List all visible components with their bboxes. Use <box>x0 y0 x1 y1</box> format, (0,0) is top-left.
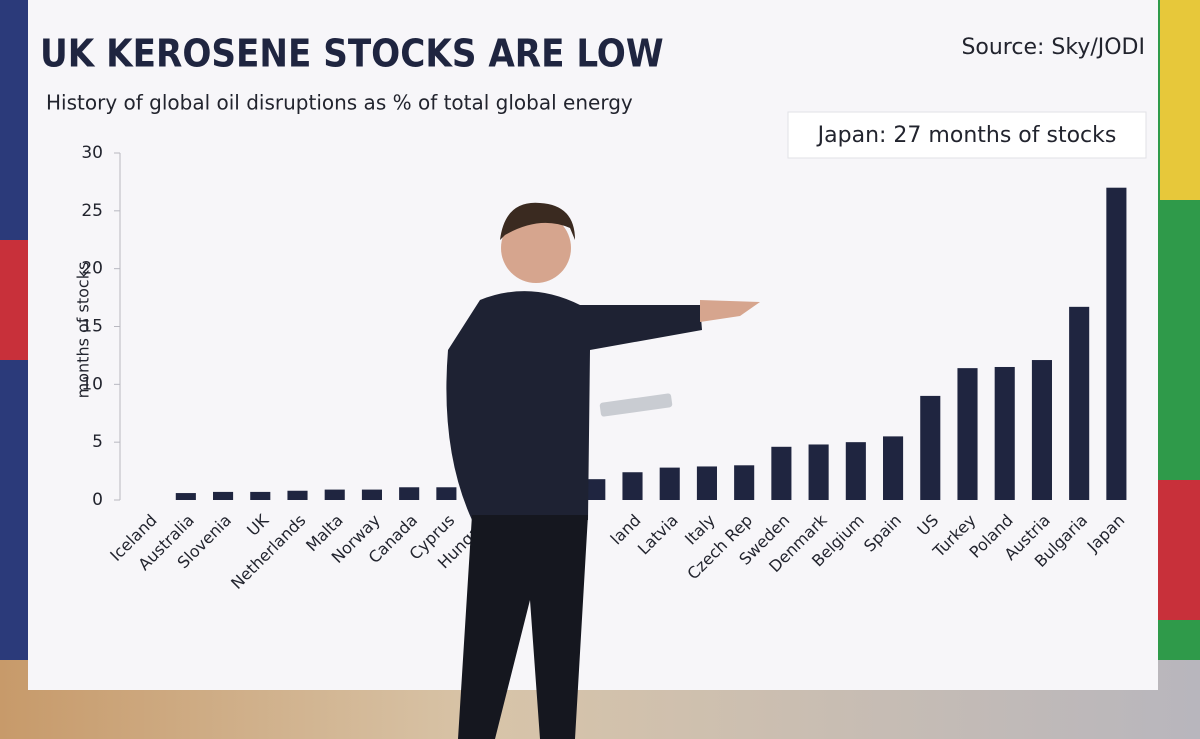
bar <box>585 479 606 500</box>
bar <box>696 466 717 500</box>
y-tick-label: 20 <box>81 259 103 279</box>
bar <box>845 442 866 500</box>
bar <box>213 491 234 500</box>
annotation: Japan: 27 months of stocks <box>816 123 1117 148</box>
y-tick-label: 15 <box>81 317 103 337</box>
y-tick-label: 0 <box>92 490 103 510</box>
bar <box>734 465 755 500</box>
bar <box>1106 187 1127 500</box>
bar <box>920 395 941 500</box>
bar <box>324 489 345 500</box>
presenter-torso <box>446 291 702 520</box>
bar <box>771 446 792 500</box>
source: Source: Sky/JODI <box>961 35 1145 60</box>
y-tick-label: 5 <box>92 432 103 452</box>
y-axis-label: months of stocks <box>74 262 93 399</box>
bar <box>883 436 904 500</box>
bar <box>994 366 1015 500</box>
bar <box>659 467 680 500</box>
chart-title: UK KEROSENE STOCKS ARE LOW <box>40 32 664 76</box>
y-tick-label: 25 <box>81 201 103 221</box>
y-tick-label: 10 <box>81 374 103 394</box>
bar <box>250 491 271 500</box>
presenter <box>446 202 760 739</box>
bar <box>175 493 196 500</box>
presenter-head <box>501 213 571 283</box>
bar <box>436 487 457 500</box>
bar <box>1069 306 1090 500</box>
bar <box>399 487 420 500</box>
presenter-hair <box>500 202 575 240</box>
tablet <box>599 393 673 417</box>
presenter-hand <box>700 300 760 322</box>
annotation-box <box>787 111 1147 159</box>
right-wall-accent-2 <box>1155 480 1200 620</box>
bar <box>622 472 643 500</box>
right-wall-accent <box>1160 0 1200 200</box>
bar <box>957 368 978 500</box>
presenter-legs <box>458 515 588 739</box>
bar <box>1031 360 1052 500</box>
left-wall-accent <box>0 240 30 360</box>
y-tick-label: 30 <box>81 143 103 163</box>
chart-subtitle: History of global oil disruptions as % o… <box>46 91 633 115</box>
bar <box>361 489 382 500</box>
bar <box>287 490 308 500</box>
bar <box>808 444 829 500</box>
